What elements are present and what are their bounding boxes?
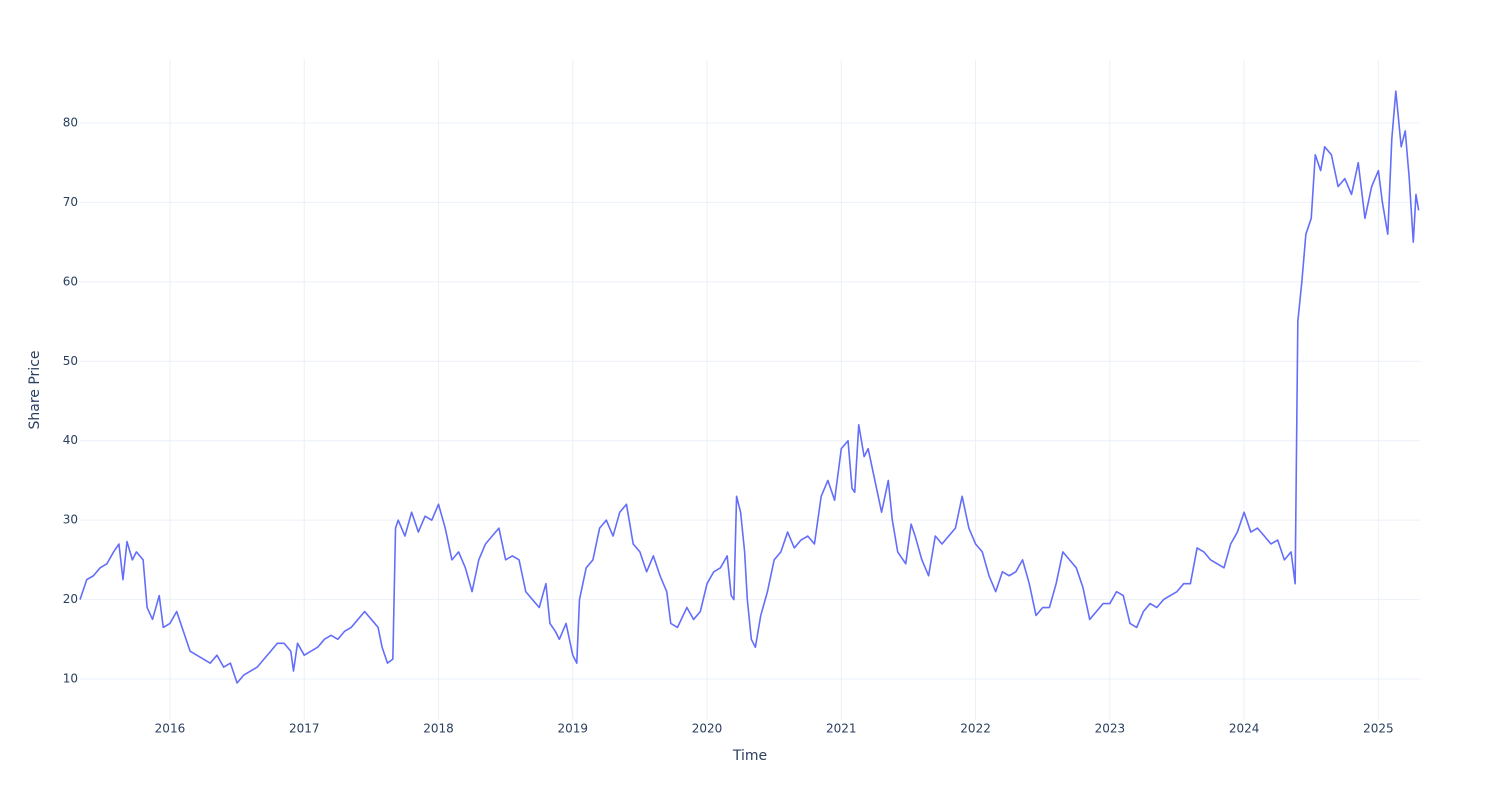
y-tick-label: 30 <box>63 513 78 527</box>
x-tick-label: 2016 <box>155 722 186 736</box>
x-tick-label: 2023 <box>1095 722 1126 736</box>
price-line <box>79 90 1420 684</box>
x-tick-label: 2017 <box>289 722 320 736</box>
x-tick-label: 2021 <box>826 722 857 736</box>
x-tick-label: 2019 <box>557 722 588 736</box>
x-tick-label: 2018 <box>423 722 454 736</box>
y-tick-label: 20 <box>63 592 78 606</box>
y-tick-label: 80 <box>63 115 78 129</box>
y-tick-label: 60 <box>63 274 78 288</box>
x-tick-label: 2024 <box>1229 722 1260 736</box>
x-tick-label: 2022 <box>960 722 991 736</box>
x-tick-label: 2020 <box>692 722 723 736</box>
y-tick-label: 40 <box>63 433 78 447</box>
y-tick-label: 10 <box>63 672 78 686</box>
y-tick-label: 50 <box>63 354 78 368</box>
y-tick-label: 70 <box>63 195 78 209</box>
x-tick-label: 2025 <box>1363 722 1394 736</box>
x-axis-title: Time <box>732 748 767 764</box>
y-axis-title: Share Price <box>27 350 43 429</box>
